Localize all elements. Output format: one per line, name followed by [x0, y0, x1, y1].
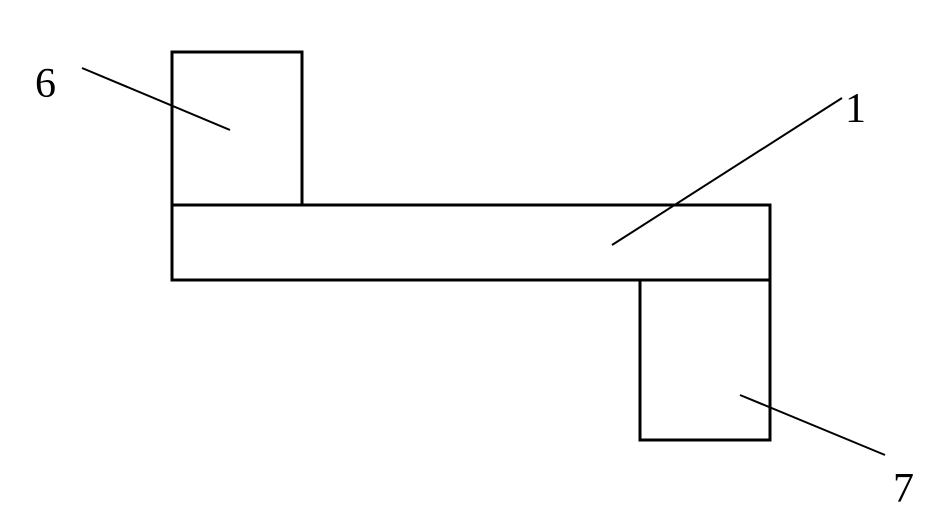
callout-label-6: 6	[35, 60, 56, 108]
engineering-diagram: 6 1 7	[0, 0, 948, 519]
callout-label-1: 1	[845, 85, 866, 133]
diagram-svg	[0, 0, 948, 519]
horizontal-bar	[172, 205, 770, 280]
upper-block	[172, 52, 302, 205]
callout-label-7: 7	[893, 465, 914, 513]
lower-block	[640, 280, 770, 440]
